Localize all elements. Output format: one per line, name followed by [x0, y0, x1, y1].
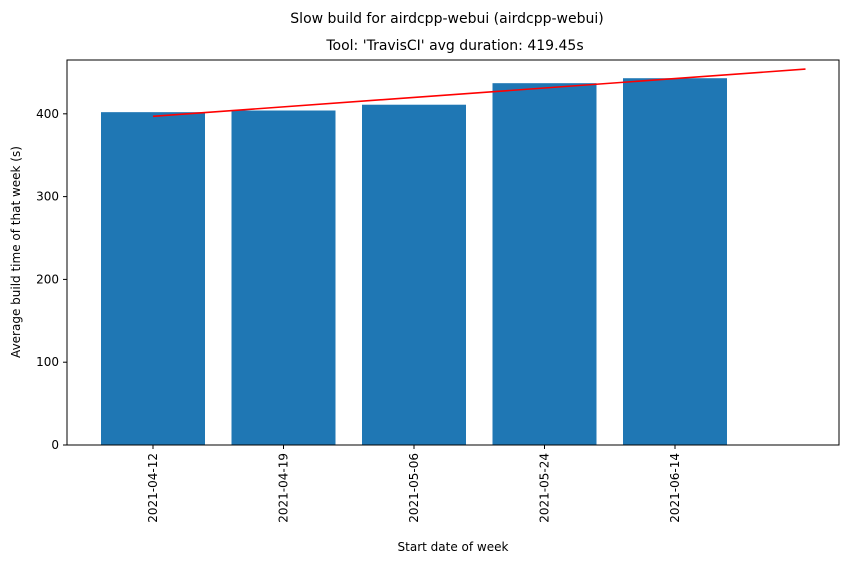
y-axis-label: Average build time of that week (s) [9, 146, 23, 358]
bar-2021-05-06 [362, 104, 466, 445]
trend-line [152, 68, 806, 118]
x-tick-label-2021-05-06: 2021-05-06 [407, 453, 421, 523]
bar-2021-04-19 [231, 110, 336, 446]
y-axis: 0 100 200 300 400 [36, 107, 67, 452]
x-tick-label-2021-04-12: 2021-04-12 [146, 453, 160, 523]
y-tick-label-200: 200 [36, 272, 59, 286]
x-axis-label: Start date of week [398, 540, 509, 554]
bar-2021-05-24 [492, 83, 597, 445]
plot-area-frame [66, 59, 840, 446]
trend-line-group [152, 68, 806, 118]
bar-2021-06-14 [623, 78, 727, 445]
y-tick-label-100: 100 [36, 355, 59, 369]
y-tick-label-300: 300 [36, 190, 59, 204]
x-tick-label-2021-05-24: 2021-05-24 [538, 453, 552, 523]
y-tick-label-0: 0 [51, 438, 59, 452]
chart-title: Tool: 'TravisCI' avg duration: 419.45s [325, 38, 583, 54]
x-tick-label-2021-04-19: 2021-04-19 [277, 453, 291, 523]
bars-group [101, 78, 727, 446]
x-tick-label-2021-06-14: 2021-06-14 [668, 453, 682, 523]
x-axis: 2021-04-12 2021-04-19 2021-05-06 2021-05-24… [146, 445, 682, 523]
y-tick-label-400: 400 [36, 107, 59, 121]
bar-2021-04-12 [101, 112, 205, 446]
chart-suptitle: Slow build for airdcpp-webui (airdcpp-we… [290, 11, 603, 27]
